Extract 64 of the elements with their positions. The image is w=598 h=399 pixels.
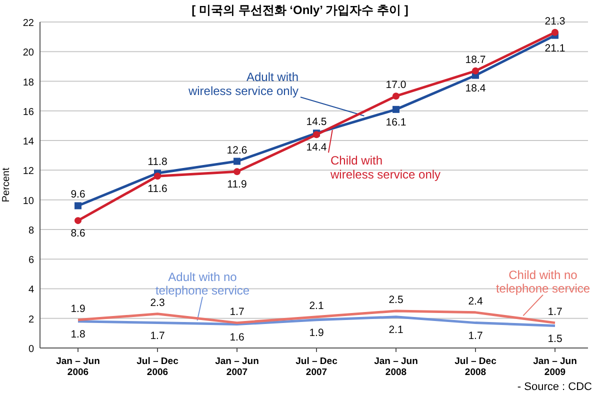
data-label: 2.4 xyxy=(468,295,483,308)
y-tick-label: 2 xyxy=(28,314,34,326)
data-label: 12.6 xyxy=(226,144,248,156)
data-label: 2.3 xyxy=(150,296,165,309)
data-label: 21.1 xyxy=(544,42,566,54)
x-tick-label: Jul – Dec 2006 xyxy=(136,356,178,378)
y-tick-label: 12 xyxy=(22,166,34,178)
data-label: 1.7 xyxy=(548,306,562,318)
data-label: 14.4 xyxy=(306,142,327,154)
data-label: 1.9 xyxy=(70,302,86,315)
y-tick-label: 16 xyxy=(22,106,34,118)
data-label: 2.1 xyxy=(309,300,324,312)
y-tick-label: 18 xyxy=(22,77,34,88)
data-label: 1.7 xyxy=(150,330,165,342)
point xyxy=(552,28,558,36)
y-axis-title: Percent xyxy=(1,168,12,202)
x-tick-label: Jan – Jun 2008 xyxy=(374,356,418,378)
text: - Source : CDC xyxy=(517,381,592,393)
point xyxy=(234,168,240,176)
legend-label: Child with wireless service only xyxy=(330,154,441,182)
y-tick-label: 10 xyxy=(22,196,34,207)
point xyxy=(74,217,82,224)
y-tick-label: 6 xyxy=(28,255,34,266)
data-label: 2.5 xyxy=(388,294,404,306)
data-label: 21.3 xyxy=(544,15,566,28)
x-tick-label: Jan – Jun 2007 xyxy=(215,356,260,378)
data-label: 11.8 xyxy=(148,156,168,168)
data-label: 2.1 xyxy=(388,324,404,336)
x-tick-label: Jan – Jun 2006 xyxy=(56,356,100,378)
data-label: 1.7 xyxy=(230,306,244,318)
data-label: 9.6 xyxy=(70,188,86,201)
y-tick-label: 4 xyxy=(28,284,34,296)
data-label: 18.4 xyxy=(465,82,486,94)
y-tick-label: 8 xyxy=(28,225,34,236)
series-label: Child with no telephone service xyxy=(496,268,590,296)
data-label: 14.5 xyxy=(306,116,327,128)
x-tick-label: Jan – Jun 2009 xyxy=(533,356,578,378)
y-tick-label: 14 xyxy=(22,136,34,148)
x-tick-label: Jul – Dec 2008 xyxy=(454,356,496,378)
data-label: 1.5 xyxy=(548,332,562,345)
text: Adult with wireless service only xyxy=(187,70,298,98)
data-label: 18.7 xyxy=(465,54,486,66)
point xyxy=(392,92,400,100)
data-label: 11.6 xyxy=(148,183,168,196)
point xyxy=(392,106,400,113)
data-label: 17.0 xyxy=(386,79,406,92)
data-label: 1.7 xyxy=(468,330,483,342)
y-tick-label: 20 xyxy=(22,48,34,59)
point xyxy=(234,158,240,165)
line-series xyxy=(76,316,556,328)
point xyxy=(472,67,479,74)
point xyxy=(74,202,82,210)
data-label: 11.9 xyxy=(227,178,247,191)
data-label: 16.1 xyxy=(386,116,406,128)
data-label: 1.6 xyxy=(230,331,244,344)
data-label: 1.9 xyxy=(309,326,324,339)
x-tick-label: Jul – Dec 2007 xyxy=(296,356,338,378)
chart-title: [ 미국의 무선전화 ‘Only’ 가입자수 추이 ] xyxy=(192,3,408,17)
data-label: 1.8 xyxy=(70,328,86,340)
y-tick-label: 22 xyxy=(22,18,34,29)
data-label: 8.6 xyxy=(70,228,86,240)
y-tick-label: 0 xyxy=(28,344,34,355)
point xyxy=(154,172,161,180)
text: Adult with no telephone service xyxy=(155,270,250,298)
